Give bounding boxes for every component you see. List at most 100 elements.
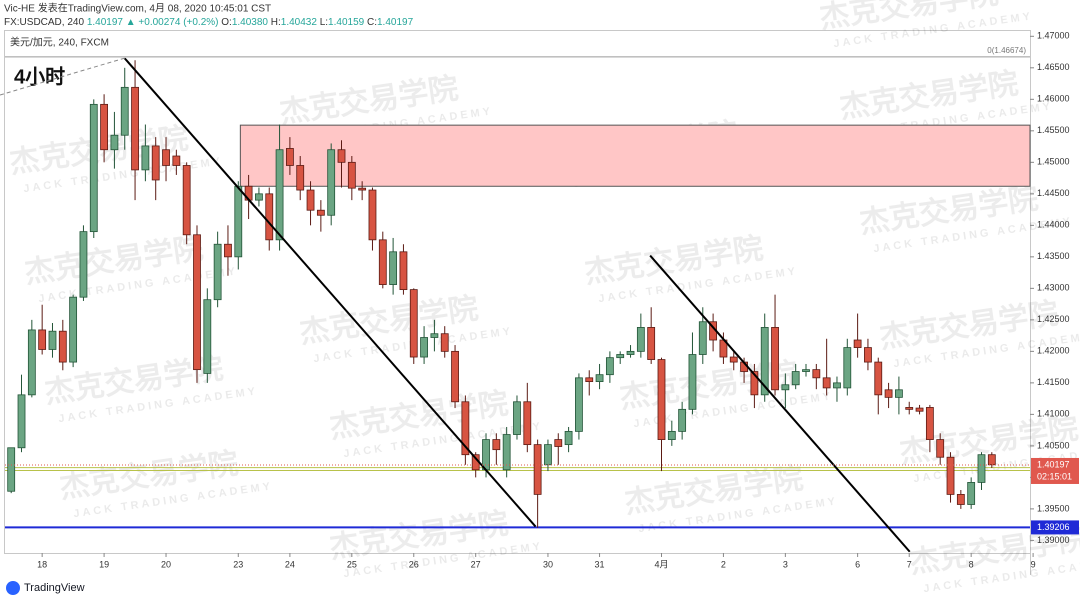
- price-label: 1.39206: [1037, 522, 1070, 532]
- x-tick-label: 9: [1031, 559, 1036, 569]
- x-tick-label: 31: [595, 559, 605, 569]
- ohlc-value: 1.40380: [232, 17, 269, 28]
- x-tick-label: 4月: [654, 559, 668, 569]
- ohlc-label: H:: [271, 17, 281, 28]
- candle-body: [27, 329, 36, 396]
- y-tick-label: 1.45500: [1037, 125, 1070, 135]
- candle-body: [451, 350, 459, 403]
- candle-body: [884, 389, 893, 398]
- author-line: Vic-HE 发表在TradingView.com, 4月 08, 2020 1…: [4, 2, 271, 15]
- candle-body: [657, 359, 666, 440]
- candle-body: [575, 377, 583, 432]
- candle-body: [48, 330, 57, 350]
- candle-body: [430, 333, 439, 338]
- candle-body: [131, 86, 139, 171]
- candle-body: [513, 401, 521, 435]
- last-price-label: 1.40197: [1037, 459, 1070, 469]
- candle-body: [389, 251, 398, 285]
- x-tick-label: 7: [907, 559, 912, 569]
- timeframe-label: 4小时: [14, 65, 65, 88]
- candle-body: [234, 185, 243, 258]
- candle-body: [58, 330, 67, 363]
- candle-body: [688, 354, 697, 410]
- y-tick-label: 1.44500: [1037, 188, 1070, 198]
- y-tick-label: 1.44000: [1037, 220, 1070, 230]
- candle-body: [967, 482, 976, 505]
- candle-body: [378, 239, 387, 285]
- candle-body: [203, 299, 212, 374]
- ohlc-value: 1.40197: [377, 17, 414, 28]
- candle-body: [337, 149, 346, 163]
- y-tick-label: 1.46000: [1037, 94, 1070, 104]
- candle-body: [69, 296, 78, 363]
- candle-body: [38, 329, 47, 350]
- last: 1.40197: [87, 17, 124, 28]
- symbol: FX:USDCAD, 240: [4, 17, 84, 28]
- candle-body: [605, 357, 614, 376]
- candle-body: [791, 371, 800, 386]
- ohlc-label: O:: [221, 17, 232, 28]
- change: ▲ +0.00274 (+0.2%): [126, 17, 219, 28]
- y-tick-label: 1.39000: [1037, 535, 1070, 545]
- candle-body: [864, 347, 872, 363]
- candle-body: [802, 369, 810, 372]
- candle-body: [905, 407, 914, 410]
- candle-body: [698, 321, 707, 355]
- candle-body: [977, 454, 986, 483]
- candle-body: [667, 430, 676, 440]
- candle-body: [760, 327, 769, 396]
- candle-body: [296, 165, 305, 191]
- candle-body: [729, 356, 738, 363]
- ohlc-label: L:: [320, 17, 328, 28]
- candle-body: [523, 401, 532, 446]
- candle-body: [936, 439, 945, 458]
- x-tick-label: 18: [37, 559, 47, 569]
- candle-body: [915, 407, 924, 412]
- symbol-line: FX:USDCAD, 240 1.40197 ▲ +0.00274 (+0.2%…: [4, 17, 414, 28]
- candle-body: [626, 350, 635, 355]
- y-tick-label: 1.40500: [1037, 440, 1070, 450]
- y-tick-label: 1.46500: [1037, 62, 1070, 72]
- pane-label: 美元/加元, 240, FXCM: [10, 36, 109, 49]
- ohlc-label: C:: [367, 17, 377, 28]
- candle-body: [925, 407, 934, 440]
- candle-body: [79, 231, 88, 298]
- zone: [239, 124, 1031, 187]
- candle-body: [213, 243, 222, 301]
- candle-body: [461, 401, 470, 456]
- candle-body: [110, 134, 119, 151]
- candle-body: [616, 354, 625, 359]
- x-tick-label: 8: [969, 559, 974, 569]
- candle-body: [255, 193, 263, 201]
- candle-body: [151, 145, 160, 181]
- candle-body: [874, 361, 883, 396]
- x-tick-label: 6: [855, 559, 860, 569]
- candle-body: [822, 377, 831, 389]
- candle-body: [327, 149, 336, 216]
- candle-body: [120, 86, 129, 136]
- candle-body: [224, 243, 232, 258]
- x-tick-label: 19: [99, 559, 109, 569]
- candle-body: [440, 333, 449, 352]
- x-tick-label: 26: [409, 559, 419, 569]
- y-tick-label: 1.41000: [1037, 409, 1070, 419]
- candle-body: [843, 347, 852, 389]
- candle-body: [987, 454, 996, 466]
- x-tick-label: 30: [543, 559, 553, 569]
- candle-body: [162, 149, 170, 166]
- x-tick-label: 2: [721, 559, 726, 569]
- candle-body: [265, 193, 274, 241]
- candle-body: [172, 155, 181, 166]
- candle-body: [420, 337, 428, 358]
- candle-body: [895, 389, 903, 398]
- candle-body: [544, 444, 552, 466]
- countdown-label: 02:15:01: [1037, 471, 1072, 481]
- candle-body: [678, 408, 687, 432]
- candle-body: [368, 189, 377, 241]
- brand-icon: [6, 581, 20, 595]
- x-tick-label: 27: [471, 559, 481, 569]
- candle-body: [956, 493, 965, 505]
- candle-body: [89, 103, 98, 233]
- y-tick-label: 1.39500: [1037, 503, 1070, 513]
- y-tick-label: 1.43000: [1037, 283, 1070, 293]
